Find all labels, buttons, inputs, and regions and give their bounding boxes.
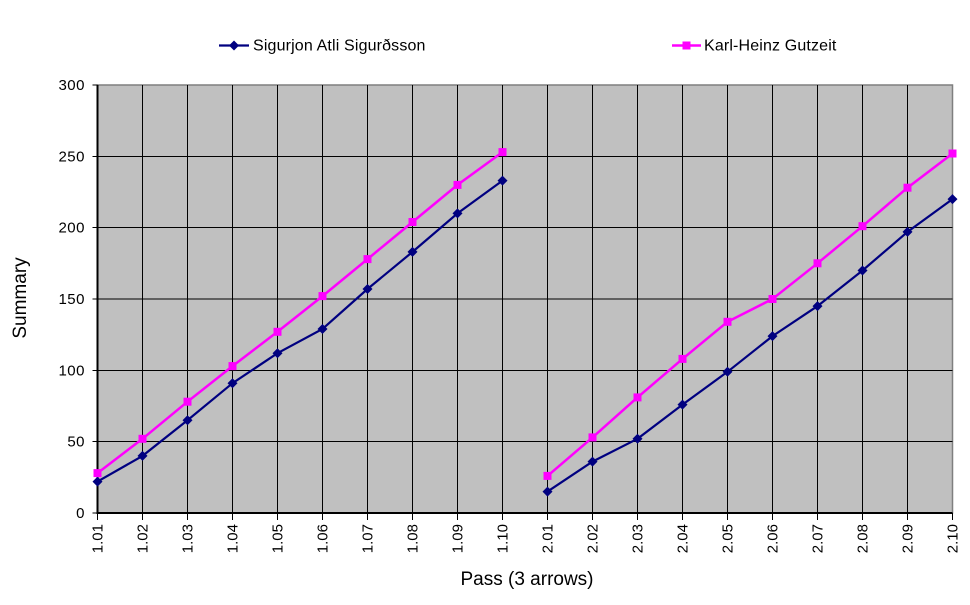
- svg-text:1.05: 1.05: [270, 524, 287, 553]
- svg-text:1.02: 1.02: [135, 524, 152, 553]
- svg-text:50: 50: [67, 434, 85, 451]
- svg-text:2.04: 2.04: [675, 524, 692, 553]
- svg-text:2.09: 2.09: [900, 524, 917, 553]
- svg-text:1.01: 1.01: [90, 524, 107, 553]
- svg-text:2.06: 2.06: [765, 524, 782, 553]
- svg-text:300: 300: [58, 77, 85, 94]
- svg-text:1.04: 1.04: [225, 524, 242, 553]
- svg-text:1.07: 1.07: [360, 524, 377, 553]
- svg-text:Sigurjon Atli Sigurðsson: Sigurjon Atli Sigurðsson: [253, 38, 426, 55]
- svg-text:1.10: 1.10: [495, 524, 512, 553]
- svg-text:1.09: 1.09: [450, 524, 467, 553]
- svg-text:200: 200: [58, 220, 85, 237]
- svg-text:2.03: 2.03: [630, 524, 647, 553]
- svg-text:2.02: 2.02: [585, 524, 602, 553]
- svg-text:2.01: 2.01: [540, 524, 557, 553]
- svg-text:2.07: 2.07: [810, 524, 827, 553]
- svg-text:2.05: 2.05: [720, 524, 737, 553]
- svg-text:2.08: 2.08: [855, 524, 872, 553]
- svg-text:1.03: 1.03: [180, 524, 197, 553]
- svg-text:Karl-Heinz Gutzeit: Karl-Heinz Gutzeit: [704, 38, 837, 55]
- svg-text:2.10: 2.10: [945, 524, 962, 553]
- svg-text:Summary: Summary: [10, 257, 31, 339]
- svg-text:0: 0: [76, 505, 85, 522]
- svg-text:Pass (3 arrows): Pass (3 arrows): [460, 569, 593, 590]
- svg-text:1.08: 1.08: [405, 524, 422, 553]
- svg-text:100: 100: [58, 362, 85, 379]
- svg-text:150: 150: [58, 291, 85, 308]
- svg-text:250: 250: [58, 148, 85, 165]
- svg-text:1.06: 1.06: [315, 524, 332, 553]
